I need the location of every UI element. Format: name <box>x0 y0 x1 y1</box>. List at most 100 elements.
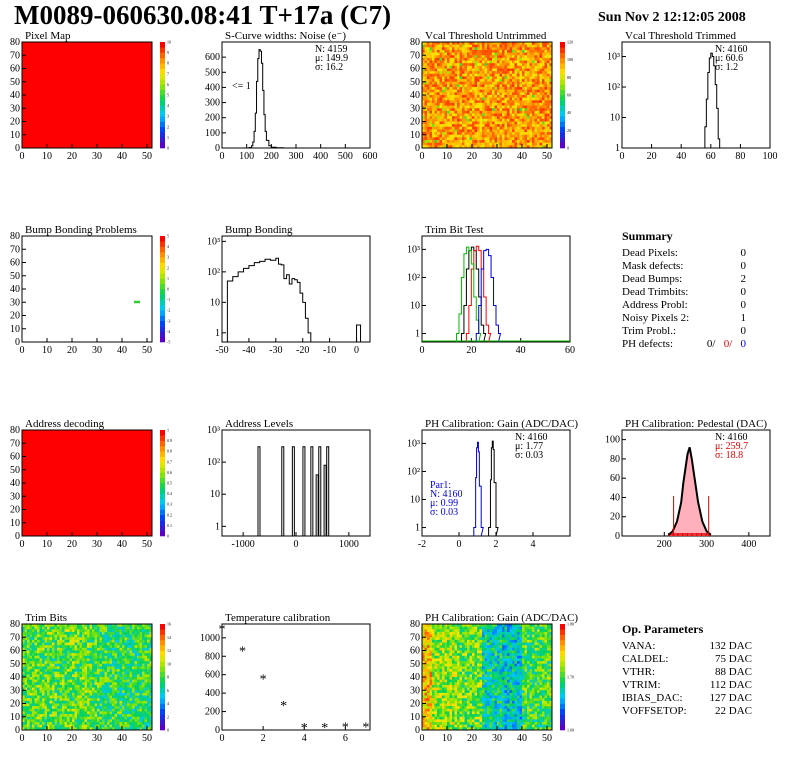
heatmap-cell <box>99 655 103 659</box>
heatmap-cell <box>532 81 535 85</box>
heatmap-cell <box>59 629 63 633</box>
heatmap-cell <box>77 671 80 675</box>
heatmap-cell <box>137 724 140 728</box>
heatmap-cell <box>537 49 540 53</box>
heatmap-cell <box>512 92 515 96</box>
heatmap-cell <box>39 645 43 649</box>
heatmap-cell <box>432 113 435 117</box>
heatmap-cell <box>472 68 475 72</box>
heatmap-cell <box>92 661 95 665</box>
heatmap-cell <box>432 87 435 91</box>
heatmap-cell <box>34 661 38 665</box>
heatmap-cell <box>504 52 508 56</box>
heatmap-cell <box>59 631 63 635</box>
heatmap-cell <box>532 140 535 144</box>
heatmap-cell <box>127 671 130 675</box>
x-tick-label: 6 <box>343 733 348 744</box>
heatmap-cell <box>82 634 85 638</box>
heatmap-cell <box>444 65 448 69</box>
heatmap-cell <box>122 711 125 715</box>
heatmap-cell <box>482 634 485 638</box>
y-tick-label: 20 <box>410 117 420 128</box>
heatmap-cell <box>474 81 478 85</box>
heatmap-cell <box>129 708 133 712</box>
heatmap-cell <box>489 92 493 96</box>
heatmap-cell <box>67 724 70 728</box>
heatmap-cell <box>517 65 520 69</box>
heatmap-cell <box>537 105 540 109</box>
y-tick-label: 10 <box>10 518 20 529</box>
heatmap-cell <box>487 626 490 630</box>
heatmap-cell <box>62 671 65 675</box>
heatmap-cell <box>109 629 113 633</box>
timestamp: Sun Nov 2 12:12:05 2008 <box>598 10 746 25</box>
heatmap-cell <box>132 714 135 718</box>
heatmap-cell <box>24 626 28 630</box>
heatmap-cell <box>459 73 463 77</box>
heatmap-cell <box>544 71 548 75</box>
heatmap-cell <box>432 145 435 149</box>
heatmap-cell <box>122 708 125 712</box>
heatmap-cell <box>119 703 123 707</box>
heatmap-cell <box>67 722 70 726</box>
heatmap-cell <box>74 677 78 681</box>
heatmap-cell <box>509 100 513 104</box>
heatmap-cell <box>94 708 98 712</box>
heatmap-cell <box>424 108 428 112</box>
heatmap-cell <box>87 711 90 715</box>
heatmap-cell <box>52 703 55 707</box>
heatmap-cell <box>477 629 480 633</box>
heatmap-cell <box>524 79 528 83</box>
heatmap-cell <box>67 727 70 731</box>
heatmap-cell <box>437 110 440 114</box>
heatmap-cell <box>109 647 113 651</box>
heatmap-cell <box>464 89 468 93</box>
heatmap-cell <box>29 692 33 696</box>
x-tick-label: 30 <box>92 733 102 744</box>
pedestal-curve <box>667 447 712 536</box>
colorbar-label: 14 <box>167 635 171 640</box>
heatmap-cell <box>464 76 468 80</box>
heatmap-cell <box>112 716 115 720</box>
heatmap-cell <box>127 724 130 728</box>
heatmap-cell <box>134 653 138 657</box>
heatmap-cell <box>544 124 548 128</box>
heatmap-cell <box>442 100 445 104</box>
heatmap-cell <box>124 653 128 657</box>
heatmap-cell <box>499 60 503 64</box>
heatmap-cell <box>62 677 65 681</box>
heatmap-cell <box>52 669 55 673</box>
heatmap-cell <box>102 626 105 630</box>
heatmap-cell <box>442 97 445 101</box>
heatmap-cell <box>487 629 490 633</box>
heatmap-cell <box>427 145 430 149</box>
heatmap-cell <box>464 624 468 628</box>
heatmap-cell <box>122 663 125 667</box>
heatmap-cell <box>422 134 425 138</box>
heatmap-cell <box>122 645 125 649</box>
heatmap-cell <box>49 663 53 667</box>
heatmap-cell <box>64 626 68 630</box>
heatmap-cell <box>84 663 88 667</box>
heatmap-cell <box>499 73 503 77</box>
heatmap-cell <box>437 140 440 144</box>
heatmap-cell <box>97 687 100 691</box>
heatmap-cell <box>472 142 475 146</box>
heatmap-cell <box>502 68 505 72</box>
heatmap-cell <box>509 49 513 53</box>
heatmap-cell <box>512 105 515 109</box>
heatmap-cell <box>544 44 548 48</box>
heatmap-cell <box>82 637 85 641</box>
heatmap-cell <box>507 44 510 48</box>
heatmap-cell <box>549 57 553 61</box>
heatmap-cell <box>432 129 435 133</box>
heatmap-cell <box>22 692 25 696</box>
colorbar-label: -2 <box>167 308 170 313</box>
heatmap-cell <box>74 682 78 686</box>
heatmap-cell <box>24 724 28 728</box>
heatmap-cell <box>499 63 503 67</box>
heatmap-cell <box>24 714 28 718</box>
heatmap-cell <box>454 95 458 99</box>
heatmap-cell <box>429 100 433 104</box>
